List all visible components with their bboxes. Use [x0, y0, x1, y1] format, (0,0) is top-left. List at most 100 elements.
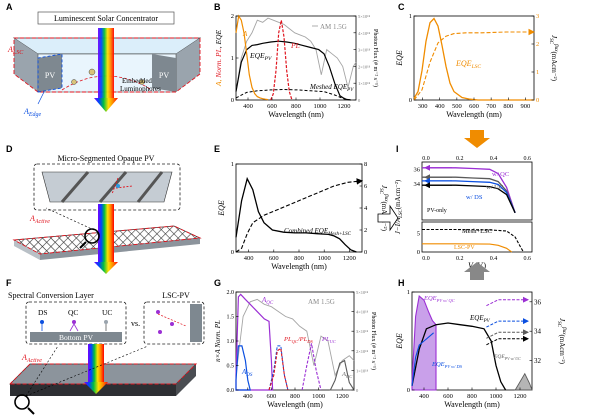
grid-bar: [98, 171, 128, 203]
a-edge-pointer: [37, 91, 45, 105]
jsc-arrow-uc: [486, 329, 529, 339]
y-tick-label-right: 2: [364, 227, 367, 234]
y-tick-label: 1: [231, 161, 234, 168]
y-axis-label-left: EQE: [395, 50, 404, 67]
a-qc-label: AQC: [261, 296, 274, 306]
y-tick-label-right: 2: [536, 41, 539, 48]
x-tick-label: 800: [467, 393, 477, 400]
a-ds-label: ADS: [241, 368, 253, 378]
x-tick-label-top: 0.2: [456, 156, 464, 162]
x-tick-label: 900: [521, 103, 531, 110]
ds-label: DS: [38, 308, 48, 317]
y-tick-label-right: 3×10¹⁸: [358, 48, 371, 53]
panel-f-title: Spectral Conversion Layer: [8, 291, 94, 300]
ds-dot: [40, 320, 44, 324]
x-tick-label: 800: [290, 393, 300, 400]
jsc-arrow-pv: [486, 335, 529, 346]
panel-a-title-box: [37, 11, 175, 25]
plot-frame: [235, 163, 363, 253]
x-tick-label: 1200: [343, 255, 356, 262]
sunlight-beam: [98, 28, 114, 98]
grid-bar: [60, 171, 90, 203]
a-active-label: AActive: [29, 214, 50, 225]
x-tick-label: 0.6: [523, 256, 531, 262]
lsc-pv-ray: [157, 313, 187, 327]
y-tick-label-right: 6: [364, 183, 368, 190]
panel-f: F Spectral Conversion Layer LSC-PV Botto…: [6, 278, 205, 415]
lsc-pv-dot: [158, 330, 162, 334]
y-tick-label: 36: [414, 166, 421, 173]
a-lsc-label: ALSC: [7, 45, 24, 56]
magnifier-handle: [79, 241, 87, 249]
y-tick-label-right: 1: [536, 69, 539, 76]
y-tick-label: 0: [407, 387, 410, 394]
panel-d-letter: D: [6, 144, 13, 154]
panel-c: C 300 400 500 600 700 800 900 0 1 0 1 2 3 Wavelength…: [395, 2, 558, 119]
pv-right-block: [152, 54, 176, 92]
panel-g-letter: G: [214, 278, 221, 288]
x-tick-label: 0.4: [490, 256, 498, 262]
plot-e-ticks: 400 600 800 1000 1200 0 1 0 2 4 6 8: [231, 161, 368, 262]
uc-label: UC: [102, 308, 112, 317]
y-axis-label-left: A, Norm. PL, EQE: [214, 29, 223, 87]
y-tick-label-right: 4×10¹⁸: [358, 31, 371, 36]
sunlight-arrowhead: [94, 262, 118, 274]
sunlight-arrowhead: [94, 98, 118, 112]
luminophore-dot: [71, 79, 77, 85]
y-tick-label: 2.0: [227, 290, 235, 296]
mesh-front-edge: [40, 238, 200, 260]
panel-b: B 400 600 800 1000 1200 0 1 2 0 1×10¹⁸ 2×10¹⁸ 3×10¹…: [214, 2, 379, 119]
zoom-line: [25, 345, 59, 397]
x-axis-label: Wavelength (nm): [446, 110, 502, 119]
y-tick-label-right: 8: [364, 161, 367, 168]
y-tick-label: 2: [231, 13, 234, 20]
eqe-pv-ds-label: EQEPV w/ DS: [431, 361, 463, 369]
y-tick-label-right: 0: [356, 388, 359, 393]
inset-ray: [111, 177, 133, 195]
plot-h-ticks: 400 600 800 1000 1200 0 1 32 34 36: [407, 289, 542, 400]
x-tick-label: 400: [243, 103, 253, 110]
y-tick-label: 0: [417, 249, 420, 256]
grid-bar: [136, 171, 164, 203]
y-tick-label-right: 0: [358, 98, 361, 103]
y-tick-label-right: 0: [536, 97, 539, 104]
series-eqe-pv-qc: [411, 295, 437, 391]
y-axis-label-left: EQE: [395, 333, 404, 350]
zoom-line: [25, 345, 149, 397]
y-tick-label-right: 32: [534, 357, 542, 365]
bottom-pv-label: Bottom PV: [59, 333, 94, 342]
panel-a-letter: A: [6, 2, 13, 12]
series-meshed-eqe: [235, 88, 351, 101]
pv-left-block: [38, 54, 62, 92]
y-tick-label-right: 4×10¹⁸: [356, 310, 369, 315]
plot-g-ticks: 400 600 800 1000 1200 0.0 0.5 1.0 1.5 2.0 0 1×10¹⁸ 2…: [227, 290, 369, 400]
y-tick-label-right: 5×10¹⁸: [358, 14, 371, 19]
qc-arrow: [73, 323, 79, 332]
sunlight-beam: [98, 204, 114, 264]
plot-c-series: [413, 17, 536, 101]
series-eqe-lsc: [413, 17, 534, 101]
y-tick-label: 0.5: [227, 364, 235, 370]
y-tick-label: 1.5: [227, 315, 235, 321]
arrow-c-to-i: [464, 130, 490, 148]
panel-h: H 400 600 800 1000 1200 0 1 32 34 36 Wavelength (…: [395, 278, 566, 409]
iv-top-frame: [421, 161, 533, 221]
x-tick-label: 1200: [336, 393, 349, 400]
lsc-pv-dot: [170, 322, 174, 326]
x-tick-label: 600: [267, 103, 277, 110]
y-axis-label-right: JSCflux(mAcm⁻²): [378, 185, 388, 232]
luminophore-label-2: Luminophores: [120, 85, 161, 93]
lsc-pv-dot: [156, 310, 160, 314]
y-tick-label: 34: [414, 181, 421, 188]
am15g-label: AM 1.5G: [320, 23, 347, 31]
eqe-pv-qc-label: EQEPV w/ QC: [423, 295, 456, 303]
series-eqe-pv-ds: [411, 332, 434, 386]
x-tick-label-top: 0.6: [523, 156, 531, 162]
plot-frame: [413, 15, 535, 101]
x-tick-label: 400: [244, 255, 254, 262]
y-axis-label-left: EQE: [217, 200, 226, 217]
arrow-e-to-i: [377, 204, 399, 232]
series-eqe-pv: [235, 40, 351, 101]
panel-e-letter: E: [214, 144, 220, 154]
